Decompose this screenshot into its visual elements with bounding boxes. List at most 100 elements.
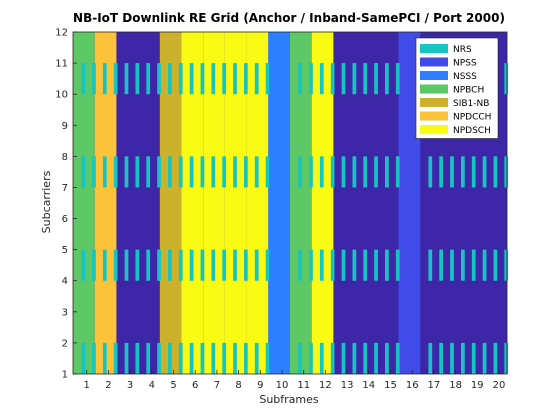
nrs-mark	[374, 156, 377, 188]
nrs-mark	[157, 249, 160, 281]
nrs-mark	[92, 342, 95, 374]
x-tick-label: 17	[428, 380, 441, 391]
nrs-mark	[135, 156, 138, 188]
nrs-mark	[363, 156, 366, 188]
nrs-mark	[245, 156, 248, 188]
nrs-mark	[495, 342, 498, 374]
nrs-mark	[395, 63, 399, 95]
nrs-mark	[243, 249, 247, 281]
nrs-mark	[375, 249, 378, 281]
nrs-mark	[212, 156, 216, 188]
nrs-mark	[191, 63, 194, 95]
chart-title: NB-IoT Downlink RE Grid (Anchor / Inband…	[73, 11, 505, 25]
nrs-mark	[233, 249, 236, 281]
channel-column-8	[224, 32, 247, 374]
nrs-mark	[223, 249, 227, 281]
legend-label: NPSS	[453, 59, 477, 69]
nrs-mark	[137, 156, 140, 188]
y-tick-label: 5	[62, 245, 68, 256]
nrs-mark	[234, 63, 237, 95]
nrs-mark	[102, 342, 106, 374]
nrs-mark	[332, 249, 335, 281]
nrs-mark	[113, 156, 116, 188]
nrs-mark	[222, 249, 225, 281]
nrs-mark	[135, 63, 138, 95]
nrs-mark	[126, 63, 129, 95]
nrs-mark	[81, 249, 84, 281]
x-tick-label: 10	[276, 380, 289, 391]
nrs-mark	[330, 63, 333, 95]
nrs-mark	[484, 342, 487, 374]
nrs-mark	[256, 156, 259, 188]
nrs-mark	[330, 342, 333, 374]
nrs-mark	[256, 249, 259, 281]
channel-column-12	[311, 32, 334, 374]
y-axis-label: Subcarriers	[40, 170, 53, 233]
legend-swatch	[420, 84, 448, 94]
nrs-mark	[451, 249, 454, 281]
nrs-mark	[309, 249, 312, 281]
nrs-mark	[180, 342, 183, 374]
nrs-mark	[321, 63, 324, 95]
nrs-mark	[428, 249, 431, 281]
nrs-mark	[493, 342, 496, 374]
nrs-mark	[319, 156, 323, 188]
nrs-mark	[245, 342, 248, 374]
nrs-mark	[178, 342, 182, 374]
nrs-mark	[298, 156, 301, 188]
x-tick-label: 11	[297, 380, 310, 391]
nrs-mark	[484, 156, 487, 188]
nrs-mark	[395, 342, 399, 374]
nrs-mark	[126, 342, 129, 374]
legend-swatch	[420, 111, 448, 121]
nrs-mark	[234, 342, 237, 374]
x-tick-label: 16	[406, 380, 419, 391]
nrs-mark	[265, 342, 268, 374]
nrs-mark	[157, 156, 160, 188]
nrs-mark	[397, 342, 400, 374]
nrs-mark	[397, 249, 400, 281]
nrs-mark	[92, 63, 95, 95]
nrs-mark	[343, 342, 346, 374]
y-tick-label: 9	[62, 121, 68, 132]
legend-label: SIB1-NB	[453, 99, 489, 109]
nrs-mark	[102, 156, 106, 188]
nrs-mark	[180, 249, 183, 281]
nrs-mark	[135, 249, 138, 281]
nrs-mark	[146, 342, 149, 374]
nrs-mark	[484, 249, 487, 281]
channel-column-7	[203, 32, 225, 374]
nrs-mark	[147, 63, 151, 95]
nrs-mark	[460, 249, 464, 281]
nrs-mark	[157, 63, 160, 95]
nrs-mark	[189, 249, 192, 281]
nrs-mark	[92, 249, 95, 281]
nrs-mark	[115, 342, 118, 374]
x-tick-label: 9	[257, 380, 263, 391]
nrs-mark	[267, 156, 270, 188]
channel-column-16	[398, 32, 421, 374]
nrs-mark	[256, 342, 259, 374]
channel-column-2	[94, 32, 117, 374]
nrs-mark	[495, 249, 498, 281]
nrs-mark	[343, 249, 346, 281]
nrs-mark	[319, 63, 323, 95]
nrs-mark	[243, 342, 247, 374]
nrs-mark	[147, 342, 151, 374]
nrs-mark	[158, 249, 161, 281]
nrs-mark	[81, 63, 84, 95]
x-tick-label: 13	[341, 380, 354, 391]
nrs-mark	[93, 342, 96, 374]
x-tick-label: 19	[471, 380, 484, 391]
nrs-mark	[364, 156, 368, 188]
nrs-mark	[113, 63, 116, 95]
x-tick-label: 14	[362, 380, 375, 391]
nrs-mark	[385, 342, 388, 374]
nrs-mark	[504, 63, 507, 95]
nrs-mark	[137, 249, 140, 281]
nrs-mark	[169, 342, 172, 374]
legend-swatch	[420, 125, 448, 134]
nrs-mark	[352, 342, 355, 374]
nrs-mark	[310, 249, 313, 281]
nrs-mark	[310, 63, 313, 95]
